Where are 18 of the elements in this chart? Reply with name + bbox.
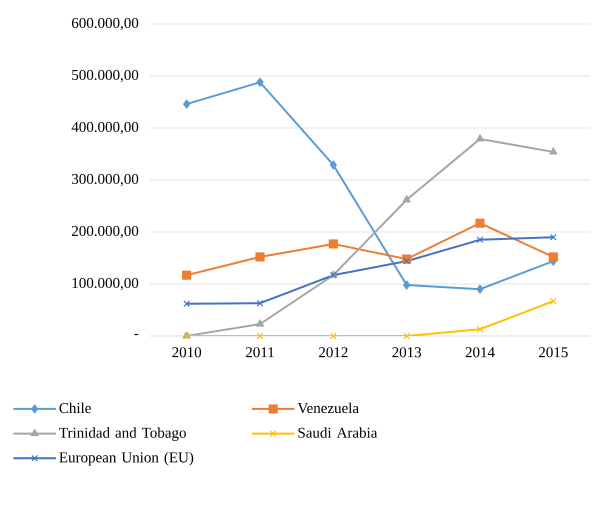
x-tick-label: 2014 xyxy=(466,347,495,358)
legend-label: Chile xyxy=(60,402,91,414)
x-tick-label: 2010 xyxy=(172,347,202,358)
legend-label: Saudi Arabia xyxy=(298,427,378,438)
y-tick-label: 100.000,00 xyxy=(72,278,138,290)
y-tick-label: 600.000,00 xyxy=(72,18,138,30)
x-tick-label: 2013 xyxy=(392,347,422,358)
legend-label: Venezuela xyxy=(298,402,359,414)
y-tick-label: 200.000,00 xyxy=(72,226,138,238)
y-tick-label: 400.000,00 xyxy=(72,122,138,134)
x-tick-label: 2015 xyxy=(538,347,568,358)
y-tick-label: 500.000,00 xyxy=(72,70,138,82)
legend-label: Trinidad and Tobago xyxy=(59,427,186,441)
y-tick-label: 300.000,00 xyxy=(72,174,138,186)
legend-label: European Union (EU) xyxy=(59,452,194,466)
x-tick-label: 2012 xyxy=(318,347,348,358)
x-tick-label: 2011 xyxy=(246,347,274,358)
y-tick-label: - xyxy=(134,334,138,336)
